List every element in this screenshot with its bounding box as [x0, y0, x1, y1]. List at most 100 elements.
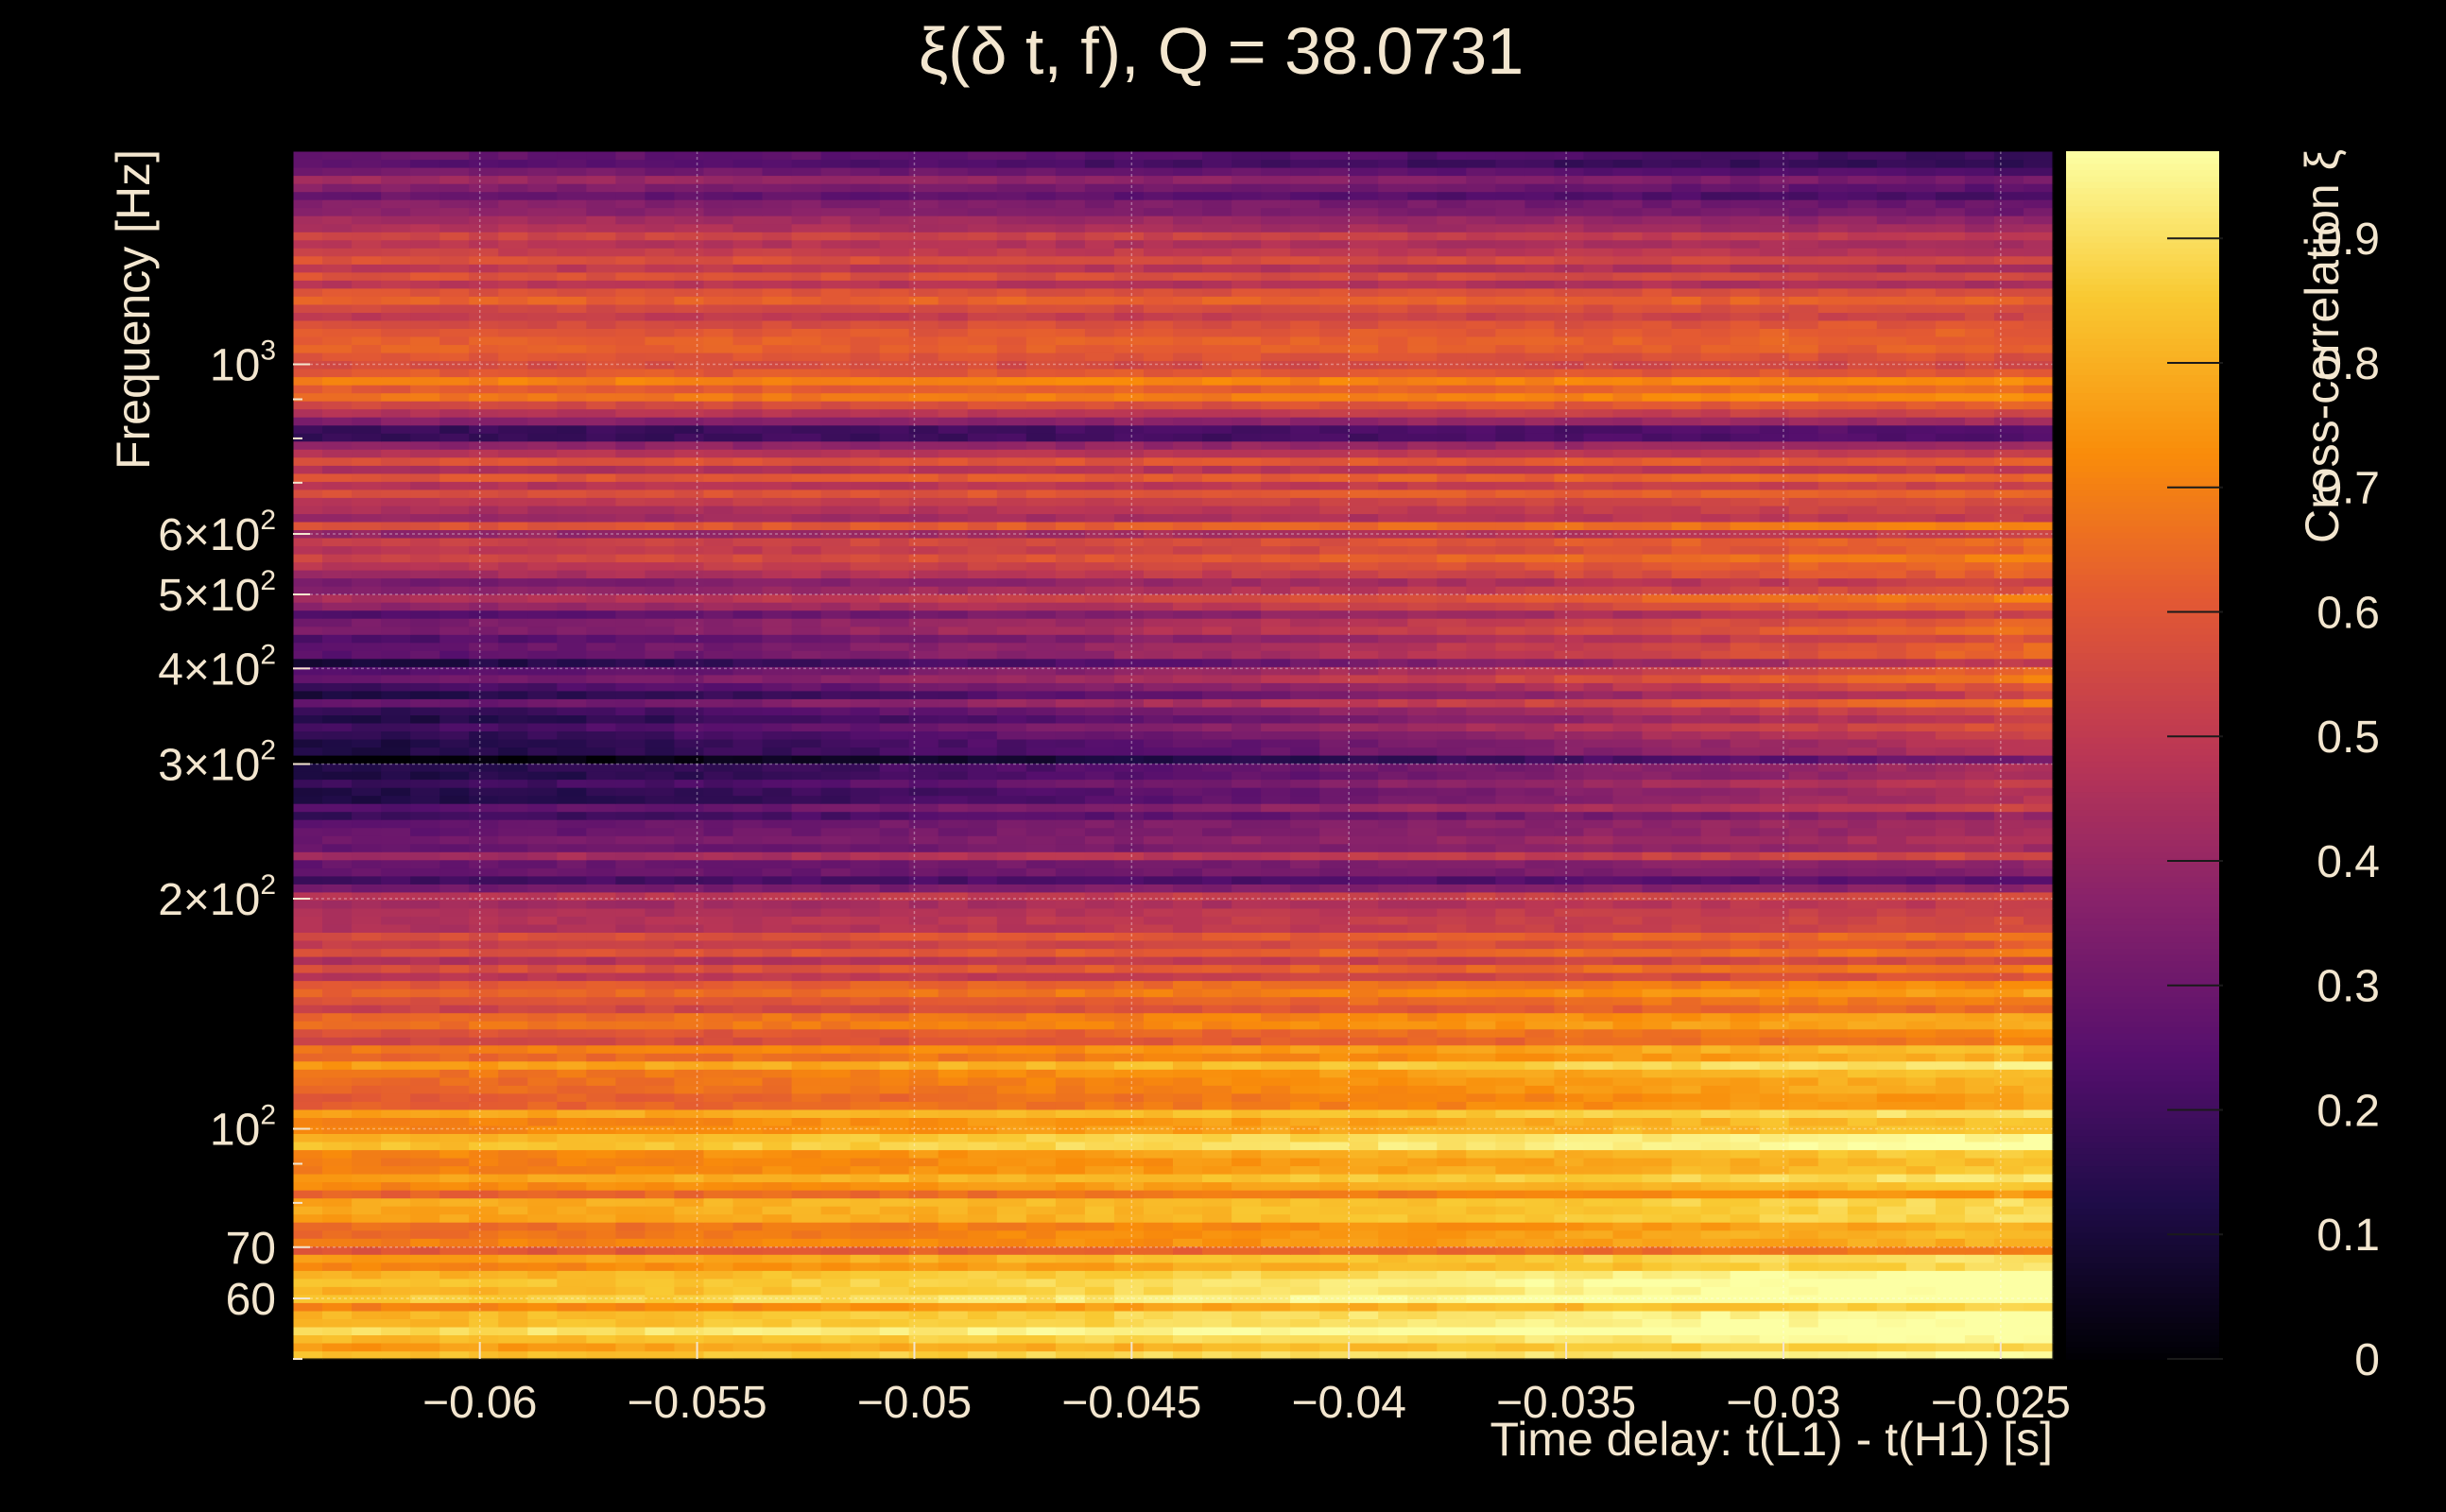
heatmap-cell [1524, 1165, 1555, 1175]
heatmap-cell [1759, 795, 1790, 804]
heatmap-cell [1378, 1302, 1408, 1312]
heatmap-cell [1144, 1343, 1174, 1352]
heatmap-cell [879, 698, 910, 708]
heatmap-cell [762, 698, 793, 708]
heatmap-cell [1495, 980, 1525, 989]
heatmap-cell [1993, 1302, 2024, 1312]
heatmap-cell [527, 964, 558, 973]
heatmap-cell [938, 1326, 969, 1335]
heatmap-cell [1700, 891, 1731, 901]
heatmap-cell [1905, 739, 1937, 748]
heatmap-cell [1495, 1085, 1525, 1094]
heatmap-cell [1583, 706, 1614, 715]
heatmap-cell [996, 1294, 1027, 1303]
heatmap-cell [1084, 884, 1115, 893]
heatmap-cell [557, 948, 587, 957]
heatmap-cell [1349, 698, 1379, 708]
heatmap-cell [1964, 1238, 1995, 1247]
heatmap-cell [615, 884, 646, 893]
heatmap-cell [1524, 1076, 1555, 1086]
heatmap-cell [1319, 1142, 1350, 1151]
heatmap-cell [1466, 1028, 1496, 1038]
heatmap-cell [1583, 1343, 1614, 1352]
heatmap-cell [352, 827, 382, 836]
heatmap-cell [410, 1278, 440, 1287]
heatmap-cell [1964, 747, 1995, 756]
heatmap-cell [1261, 972, 1291, 982]
heatmap-cell [1025, 1213, 1057, 1223]
heatmap-cell [1349, 1165, 1379, 1175]
heatmap-cell [1788, 1101, 1819, 1110]
heatmap-cell [352, 698, 382, 708]
heatmap-cell [1055, 1318, 1086, 1328]
heatmap-cell [1524, 1174, 1555, 1183]
heatmap-cell [1407, 698, 1438, 708]
heatmap-cell [1202, 884, 1232, 893]
heatmap-cell [1144, 1181, 1174, 1191]
heatmap-cell [1319, 900, 1350, 909]
heatmap-cell [938, 730, 969, 740]
heatmap-cell [1759, 1028, 1790, 1038]
heatmap-cell [1612, 1286, 1644, 1296]
heatmap-cell [791, 964, 822, 973]
heatmap-cell [557, 779, 587, 788]
heatmap-cell [1173, 1270, 1203, 1280]
heatmap-cell [469, 1326, 499, 1335]
heatmap-cell [1466, 1125, 1496, 1134]
heatmap-cell [322, 868, 353, 877]
heatmap-cell [1612, 1158, 1644, 1167]
heatmap-cell [1788, 859, 1819, 868]
heatmap-cell [1524, 755, 1555, 765]
heatmap-cell [1612, 714, 1644, 724]
heatmap-cell [1700, 956, 1731, 966]
heatmap-cell [1437, 1028, 1467, 1038]
heatmap-cell [2024, 779, 2054, 788]
heatmap-cell [1671, 1108, 1702, 1118]
heatmap-cell [908, 868, 939, 877]
heatmap-cell [732, 1181, 764, 1191]
heatmap-cell [586, 1053, 616, 1062]
heatmap-cell [820, 1158, 852, 1167]
heatmap-cell [791, 916, 822, 925]
heatmap-cell [2024, 875, 2054, 885]
heatmap-cell [1407, 1229, 1438, 1239]
heatmap-cell [1964, 779, 1995, 788]
heatmap-cell [1876, 1142, 1907, 1151]
heatmap-cell [820, 940, 852, 950]
heatmap-cell [615, 972, 646, 982]
heatmap-cell [1524, 891, 1555, 901]
heatmap-cell [1055, 835, 1086, 845]
heatmap-cell [1993, 940, 2024, 950]
heatmap-cell [1144, 1149, 1174, 1159]
heatmap-cell [1495, 988, 1525, 998]
heatmap-cell [1642, 884, 1673, 893]
heatmap-cell [498, 819, 528, 829]
heatmap-cell [1437, 1229, 1467, 1239]
heatmap-cell [1993, 956, 2024, 966]
heatmap-cell [381, 1149, 411, 1159]
heatmap-cell [1700, 900, 1731, 909]
heatmap-cell [439, 1028, 470, 1038]
heatmap-cell [381, 1044, 411, 1054]
heatmap-cell [352, 956, 382, 966]
heatmap-cell [1993, 1158, 2024, 1167]
heatmap-cell [1232, 1278, 1262, 1287]
heatmap-cell [1349, 690, 1379, 699]
heatmap-cell [1642, 868, 1673, 877]
heatmap-cell [791, 907, 822, 917]
heatmap-cell [1144, 811, 1174, 820]
heatmap-cell [791, 714, 822, 724]
heatmap-cell [557, 988, 587, 998]
heatmap-cell [322, 948, 353, 957]
heatmap-cell [1847, 803, 1878, 813]
heatmap-cell [938, 875, 969, 885]
heatmap-cell [1466, 948, 1496, 957]
heatmap-cell [908, 747, 939, 756]
heatmap-cell [615, 1149, 646, 1159]
heatmap-cell [703, 923, 734, 933]
heatmap-cell [1876, 1085, 1907, 1094]
heatmap-cell [1817, 988, 1849, 998]
heatmap-cell [1466, 1318, 1496, 1328]
heatmap-cell [1407, 787, 1438, 797]
heatmap-cell [1025, 763, 1057, 772]
